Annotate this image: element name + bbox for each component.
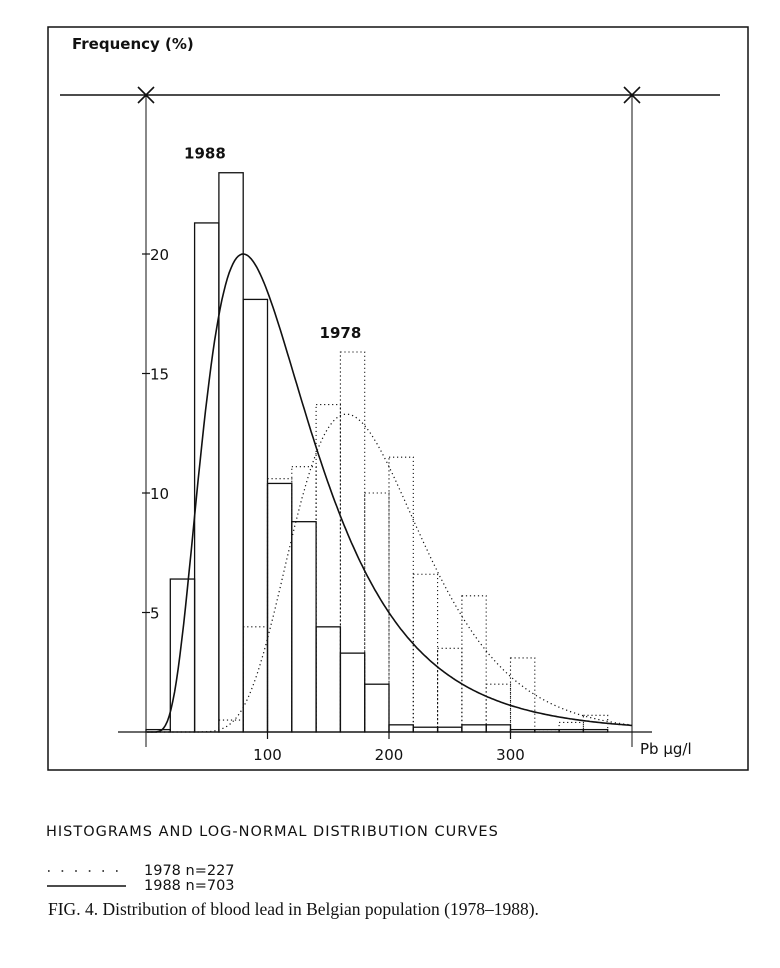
bar-1988-300 — [509, 728, 536, 733]
bar-1988-340 — [558, 728, 585, 733]
bar-1988-60 — [218, 172, 244, 733]
bar-1978-160 — [339, 351, 366, 733]
bar-1988-100 — [266, 482, 293, 733]
bar-1978-340 — [558, 721, 584, 733]
histogram-1978 — [218, 351, 609, 733]
bar-1978-120 — [291, 466, 317, 733]
bar-1988-260 — [461, 724, 487, 733]
bar-1978-180 — [364, 492, 390, 733]
legend-1988-label: 1988 n=703 — [144, 878, 235, 894]
y-tick-label: 5 — [150, 605, 160, 623]
bar-1978-220 — [412, 573, 439, 733]
bar-1978-300 — [509, 657, 536, 733]
x-axis-label: Pb µg/l — [640, 740, 692, 758]
series-layer — [145, 172, 609, 733]
caption-heading: HISTOGRAMS AND LOG-NORMAL DISTRIBUTION C… — [46, 824, 499, 840]
y-axis-label: Frequency (%) — [72, 35, 194, 53]
bar-1988-80 — [242, 298, 269, 733]
figure-caption: FIG. 4. Distribution of blood lead in Be… — [48, 899, 539, 919]
y-tick-label: 10 — [150, 485, 169, 503]
lognormal-curves — [147, 253, 633, 733]
bar-1978-140 — [315, 404, 341, 733]
series-labels: 1988 1978 — [184, 145, 361, 342]
x-tick-label: 300 — [496, 746, 525, 764]
x-tick-label: 100 — [253, 746, 282, 764]
bar-1988-20 — [169, 578, 196, 733]
bar-1988-160 — [339, 652, 366, 733]
lognormal-curve-1988 — [147, 253, 633, 733]
bar-1988-200 — [388, 724, 414, 733]
lognormal-curve-1978 — [147, 413, 633, 733]
bar-1988-320 — [534, 728, 560, 733]
bar-1988-180 — [364, 683, 390, 733]
bar-1978-60 — [218, 719, 244, 733]
bar-1988-120 — [291, 521, 317, 733]
bar-1978-100 — [266, 478, 293, 733]
y-tick-label: 20 — [150, 246, 169, 264]
legend-1978-label: 1978 n=227 — [144, 863, 235, 879]
bar-1988-240 — [436, 726, 463, 733]
histogram-1988 — [145, 172, 609, 733]
bar-1988-360 — [582, 728, 609, 733]
bar-1978-240 — [437, 647, 463, 733]
axis-ticks: 100 200 300 5 10 15 20 — [142, 246, 525, 764]
bar-1978-260 — [461, 595, 487, 733]
bar-1988-140 — [315, 626, 342, 733]
series-label-1978: 1978 — [320, 324, 362, 342]
series-label-1988: 1988 — [184, 145, 226, 163]
bar-1978-200 — [388, 456, 414, 733]
x-tick-label: 200 — [375, 746, 404, 764]
bar-1988-220 — [412, 726, 439, 733]
bar-1988-280 — [485, 724, 512, 733]
plot-frame — [47, 26, 749, 771]
y-tick-label: 15 — [150, 366, 169, 384]
bar-1978-80 — [242, 626, 269, 733]
